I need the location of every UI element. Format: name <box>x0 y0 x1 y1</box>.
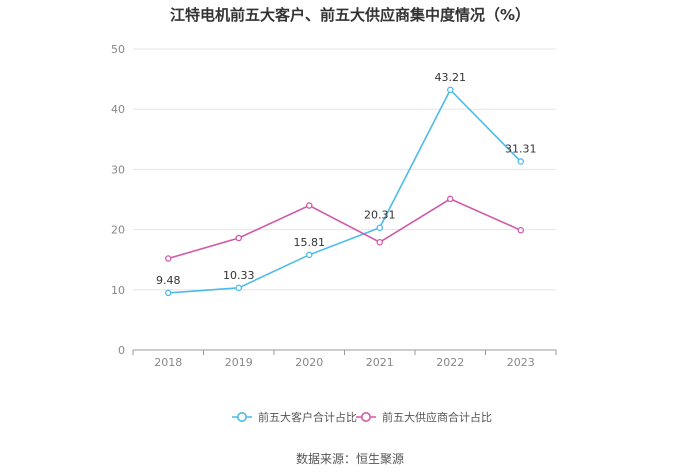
data-label: 9.48 <box>156 274 181 287</box>
data-label: 31.31 <box>505 143 537 156</box>
x-tick-label: 2019 <box>225 356 253 369</box>
y-tick-label: 0 <box>118 344 125 357</box>
legend-item: 前五大客户合计占比 <box>232 410 357 424</box>
x-tick-label: 2022 <box>436 356 464 369</box>
legend: 前五大客户合计占比 前五大供应商合计占比 <box>232 410 492 424</box>
data-label-layer: 9.48 10.33 15.81 20.31 43.21 31.31 <box>156 71 537 287</box>
legend-marker <box>360 411 371 422</box>
data-point <box>376 238 383 246</box>
data-point <box>164 255 172 262</box>
legend-marker <box>237 411 248 422</box>
y-tick-label: 30 <box>111 163 125 176</box>
series-line-2 <box>168 197 522 260</box>
data-source-note: 数据来源：恒生聚源 <box>295 452 404 466</box>
data-label: 10.33 <box>223 269 255 282</box>
data-label: 43.21 <box>435 71 467 84</box>
data-label: 15.81 <box>294 236 326 249</box>
grid-layer <box>133 48 556 291</box>
legend-label: 前五大供应商合计占比 <box>382 410 492 424</box>
chart-title: 江特电机前五大客户、前五大供应商集中度情况（%） <box>169 6 531 24</box>
data-point <box>446 86 454 94</box>
data-point <box>517 226 525 234</box>
data-point <box>305 251 313 259</box>
data-point <box>235 284 242 292</box>
data-label: 20.31 <box>364 209 396 222</box>
axis-layer: 0 10 20 30 40 50 2018 2019 2020 2021 2022 2023 <box>111 43 557 369</box>
y-tick-label: 50 <box>111 43 125 56</box>
data-point <box>446 195 454 203</box>
data-point <box>164 289 172 297</box>
y-tick-label: 40 <box>111 103 125 116</box>
x-tick-label: 2021 <box>366 356 394 369</box>
legend-item: 前五大供应商合计占比 <box>356 410 492 424</box>
data-point <box>376 224 383 231</box>
x-tick-label: 2020 <box>295 356 323 369</box>
x-tick-label: 2018 <box>154 356 182 369</box>
y-tick-label: 20 <box>111 224 125 237</box>
legend-label: 前五大客户合计占比 <box>258 410 357 424</box>
series-layer <box>164 86 525 297</box>
y-tick-label: 10 <box>111 284 125 297</box>
data-point <box>235 234 242 242</box>
x-tick-label: 2023 <box>507 356 535 369</box>
series-line-1 <box>168 88 522 294</box>
data-point <box>517 158 525 165</box>
data-point <box>305 202 313 209</box>
